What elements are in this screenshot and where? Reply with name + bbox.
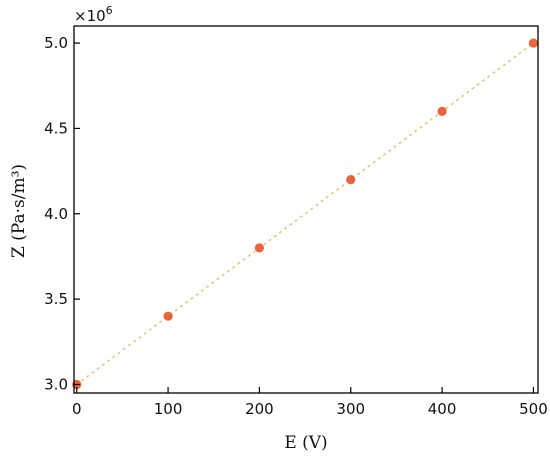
x-tick-label: 500	[519, 400, 548, 418]
data-point	[346, 175, 356, 185]
plot-frame	[73, 25, 539, 394]
y-axis-ticks: 3.0 3.5 4.0 4.5 5.0	[44, 34, 80, 393]
x-tick-label: 400	[428, 400, 457, 418]
y-tick-label: 5.0	[44, 34, 68, 52]
x-tick-label: 0	[72, 400, 82, 418]
y-tick-label: 4.5	[44, 119, 68, 137]
data-point	[437, 106, 447, 116]
x-axis-label: E (V)	[284, 433, 327, 453]
x-tick-label: 300	[336, 400, 365, 418]
x-tick-label: 100	[154, 400, 183, 418]
trend-line-layer	[75, 42, 535, 386]
y-tick-label: 3.5	[44, 290, 68, 308]
y-axis-label: Z (Pa·s/m³)	[9, 164, 29, 258]
x-tick-label: 200	[245, 400, 274, 418]
data-point	[163, 311, 173, 321]
x-axis-ticks: 0 100 200 300 400 500	[72, 387, 548, 418]
y-axis-multiplier: ×106	[74, 4, 113, 25]
trend-line	[75, 42, 535, 386]
y-tick-label: 3.0	[44, 375, 68, 393]
data-point	[528, 38, 539, 48]
data-point	[254, 243, 265, 253]
y-tick-label: 4.0	[44, 205, 68, 223]
